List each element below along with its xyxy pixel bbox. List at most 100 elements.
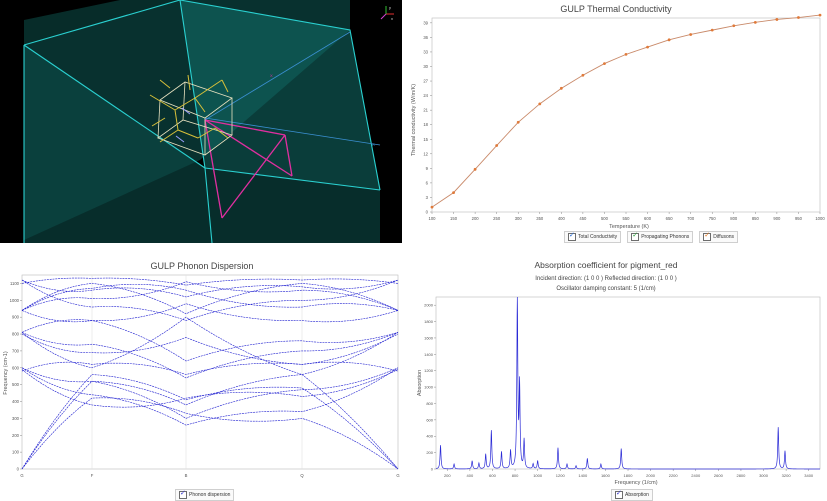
x-tick-label: 2800 (736, 473, 746, 478)
data-point (667, 38, 671, 42)
y-tick-label: 39 (423, 20, 428, 25)
checkbox-icon[interactable] (631, 231, 640, 241)
x-tick-label: 400 (558, 216, 566, 221)
data-point (430, 205, 434, 209)
structure-viewer[interactable]: y x X R (0, 0, 402, 243)
x-tick-label: 750 (709, 216, 717, 221)
x-tick-label: 400 (467, 473, 474, 478)
absorption-xlabel: Frequency (1/cm) (614, 480, 657, 486)
x-tick-label: 2200 (669, 473, 679, 478)
absorption-chart-svg: Absorption coefficient for pigment_red I… (417, 260, 821, 486)
checkbox-icon[interactable] (703, 231, 712, 241)
phonon-dispersion-chart: GULP Phonon Dispersion Frequency (cm-1) … (0, 253, 404, 501)
y-tick-label: 1400 (424, 352, 434, 357)
dispersion-legend: Phonon dispersion (175, 489, 235, 501)
absorption-legend: Absorption (611, 489, 653, 501)
dispersion-ylabel: Frequency (cm-1) (3, 351, 9, 395)
y-tick-label: 600 (426, 417, 433, 422)
x-tick-label: 450 (579, 216, 587, 221)
y-tick-label: 0 (426, 210, 429, 215)
x-tick-label: 1400 (578, 473, 588, 478)
x-tick-label: 3200 (782, 473, 792, 478)
absorption-title: Absorption coefficient for pigment_red (534, 260, 677, 270)
y-tick-label: 36 (423, 35, 428, 40)
absorption-chart: Absorption coefficient for pigment_red I… (416, 253, 827, 501)
y-tick-label: 27 (423, 79, 428, 84)
dispersion-branch (21, 333, 399, 365)
y-tick-label: 21 (423, 108, 428, 113)
legend-propagating-phonons[interactable]: Propagating Phonons (627, 231, 694, 243)
data-point (753, 20, 757, 24)
checkbox-icon[interactable] (179, 489, 187, 499)
y-tick-label: 33 (423, 49, 428, 54)
y-tick-label: 600 (12, 365, 20, 370)
dispersion-title: GULP Phonon Dispersion (151, 261, 254, 271)
checkbox-icon[interactable] (568, 231, 576, 241)
dispersion-branch (21, 281, 399, 311)
legend-phonon-dispersion[interactable]: Phonon dispersion (175, 489, 235, 501)
svg-text:x: x (391, 16, 393, 21)
x-tick-label: 1600 (601, 473, 611, 478)
x-tick-label: G (20, 473, 23, 478)
thermal-xlabel: Temperature (K) (609, 224, 649, 230)
thermal-conductivity-chart: GULP Thermal Conductivity Thermal conduc… (404, 0, 827, 243)
dispersion-branch (21, 319, 399, 362)
x-tick-label: 3400 (804, 473, 814, 478)
data-point (452, 191, 455, 195)
y-tick-label: 0 (431, 467, 434, 472)
dispersion-branch (21, 277, 399, 286)
y-tick-label: 1600 (424, 335, 434, 340)
legend-absorption[interactable]: Absorption (611, 489, 653, 501)
x-tick-label: 800 (512, 473, 519, 478)
data-point (624, 52, 628, 56)
x-tick-label: 950 (795, 216, 803, 221)
data-point (581, 73, 585, 77)
x-tick-label: F (91, 473, 94, 478)
y-tick-label: 15 (423, 137, 428, 142)
dispersion-branch (21, 374, 399, 470)
x-tick-label: 250 (493, 216, 501, 221)
legend-total-conductivity[interactable]: Total Conductivity (564, 231, 622, 243)
x-tick-label: 3000 (759, 473, 769, 478)
x-tick-label: 650 (666, 216, 674, 221)
dispersion-branch (21, 279, 399, 298)
data-point (710, 28, 714, 32)
y-tick-label: 12 (423, 151, 428, 156)
svg-text:y: y (389, 5, 391, 10)
y-tick-label: 900 (12, 315, 20, 320)
dispersion-branch (21, 283, 399, 315)
x-tick-label: 800 (730, 216, 738, 221)
x-tick-label: 1800 (624, 473, 634, 478)
y-tick-label: 6 (426, 180, 429, 185)
data-point (538, 102, 542, 106)
y-tick-label: 1800 (424, 319, 434, 324)
svg-text:X: X (270, 73, 273, 78)
y-tick-label: 2000 (424, 303, 434, 308)
y-tick-label: 100 (12, 450, 20, 455)
viewer-canvas[interactable]: y x X R (0, 0, 402, 243)
data-point (516, 120, 520, 124)
x-tick-label: 1000 (533, 473, 543, 478)
x-tick-label: 2400 (691, 473, 701, 478)
absorption-spectrum (435, 296, 821, 470)
x-tick-label: 350 (536, 216, 544, 221)
checkbox-icon[interactable] (615, 489, 623, 499)
y-tick-label: 1000 (424, 385, 434, 390)
absorption-subtitle-2: Oscillator damping constant: 5 (1/cm) (556, 286, 655, 292)
dispersion-branch (21, 283, 399, 311)
legend-diffusons[interactable]: Diffusons (699, 231, 739, 243)
data-point (797, 16, 800, 19)
y-tick-label: 200 (426, 450, 433, 455)
x-tick-label: 2000 (646, 473, 656, 478)
dispersion-branch (21, 332, 399, 379)
y-tick-label: 1000 (10, 298, 20, 303)
x-tick-label: 550 (623, 216, 631, 221)
data-point (775, 18, 779, 21)
y-tick-label: 500 (12, 382, 20, 387)
dispersion-branch (21, 367, 399, 419)
dispersion-branch (21, 361, 399, 375)
x-tick-label: 150 (450, 216, 458, 221)
data-point (495, 144, 499, 147)
y-tick-label: 1100 (10, 281, 20, 286)
dispersion-branch (21, 369, 399, 408)
